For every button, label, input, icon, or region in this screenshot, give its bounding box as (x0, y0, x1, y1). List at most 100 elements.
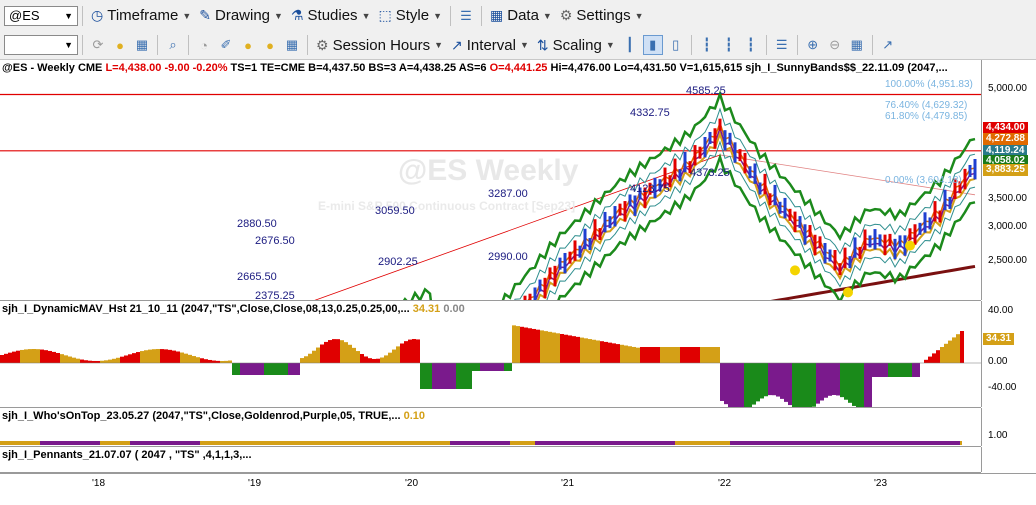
candle (833, 250, 837, 271)
swing-price-label: 4373.25 (690, 167, 730, 179)
bulb-icon[interactable]: ● (244, 37, 252, 53)
histogram-bar (168, 349, 172, 363)
symbol-info: @ES - Weekly CME (2, 62, 103, 74)
whos-on-top-axis[interactable]: 1.00 (981, 408, 1036, 446)
panels-icon[interactable]: ☰ (775, 37, 788, 52)
histogram-bar (940, 347, 944, 363)
data-button[interactable]: ▦ Data ▼ (486, 7, 556, 24)
swing-dot (843, 287, 853, 298)
histogram-bar (372, 358, 376, 363)
gauge-icon[interactable]: ◔ (200, 37, 208, 53)
panels-icon[interactable]: ☰ (460, 7, 472, 23)
mav-tick: 0.00 (988, 356, 1008, 367)
histogram-bar (688, 347, 692, 363)
candle (783, 197, 787, 219)
histogram-bar (400, 343, 404, 363)
chevron-down-icon: ▼ (64, 40, 73, 50)
mav-axis[interactable]: 40.00 34.31 0.00 -40.00 (981, 301, 1036, 407)
session-hours-button[interactable]: ⚙ Session Hours ▼ (312, 37, 447, 54)
style-button[interactable]: ⬚ Style ▼ (374, 7, 446, 24)
histogram-bar (660, 347, 664, 363)
histogram-bar (272, 363, 276, 375)
timeframe-button[interactable]: ◷ Timeframe ▼ (87, 7, 195, 24)
histogram-bar (908, 363, 912, 377)
watermark: @ES Weekly (398, 154, 579, 187)
lightbulb-icon[interactable]: ● (116, 37, 124, 53)
long-term-ma (770, 264, 976, 300)
histogram-bar (376, 358, 380, 363)
whos-on-top-pane[interactable]: sjh_I_Who'sOnTop_23.05.27 (2047,"TS",Clo… (0, 408, 981, 447)
candlestick-icon[interactable]: ▮ (642, 35, 663, 55)
candle (888, 233, 892, 246)
dynamic-mav-pane[interactable]: sjh_I_DynamicMAV_Hst 21_10_11 (2047,"TS"… (0, 301, 981, 408)
candle (963, 168, 967, 190)
pen-icon[interactable]: ✐ (220, 37, 232, 52)
zoom-in-icon[interactable]: ⊕ (807, 37, 819, 52)
swing-price-label: 4123.75 (630, 183, 670, 195)
histogram-bar (12, 351, 16, 363)
candle (603, 211, 607, 233)
swing-price-label: 2665.50 (237, 271, 277, 283)
price-axis[interactable]: 5,000.004,500.003,500.003,000.002,500.00… (981, 60, 1036, 300)
candle (563, 252, 567, 274)
histogram-bar (96, 360, 100, 363)
histogram-bar (948, 340, 952, 363)
pennants-pane[interactable]: sjh_I_Pennants_21.07.07 ( 2047 , "TS" ,4… (0, 447, 981, 473)
volume-alt-icon[interactable]: ┇ (724, 37, 733, 52)
histogram-bar (368, 358, 372, 363)
interval-button[interactable]: ↗ Interval ▼ (447, 37, 533, 54)
chevron-down-icon: ▼ (361, 10, 371, 21)
candle (613, 206, 617, 227)
histogram-bar (84, 360, 88, 363)
color-icon[interactable]: ● (266, 37, 274, 53)
histogram-bar (624, 345, 628, 363)
candle (948, 196, 952, 209)
histogram-bar (832, 363, 836, 396)
pennants-axis[interactable] (981, 447, 1036, 472)
scaling-button[interactable]: ⇅ Scaling ▼ (533, 37, 619, 54)
settings-button[interactable]: ⚙ Settings ▼ (556, 7, 648, 24)
drawing-object-selector[interactable]: ▼ (4, 35, 78, 55)
histogram-bar (208, 359, 212, 363)
histogram-bar (100, 360, 104, 363)
drawing-button[interactable]: ✎ Drawing ▼ (195, 7, 287, 24)
grid-icon[interactable]: ▦ (135, 37, 149, 52)
price-tick: 5,000.00 (988, 83, 1027, 94)
volume-bars-icon[interactable]: ┇ (746, 37, 755, 52)
data-window-icon[interactable]: ▦ (850, 37, 863, 52)
zoom-out-icon[interactable]: ⊖ (829, 37, 841, 52)
candle (533, 287, 537, 300)
candle (928, 217, 932, 230)
histogram-bar (108, 359, 112, 363)
histogram-bar (848, 363, 852, 403)
zoom-icon[interactable]: ⌕ (169, 37, 177, 52)
time-axis[interactable]: '18 '19 '20 '21 '22 '23 (0, 473, 1036, 505)
studies-button[interactable]: ⚗ Studies ▼ (287, 7, 375, 24)
candle (713, 128, 717, 149)
histogram-bar (520, 326, 524, 363)
histogram-bar (936, 350, 940, 363)
histogram-bar (236, 363, 240, 375)
histogram-bar (88, 360, 92, 363)
histogram-bar (268, 363, 272, 375)
symbol-selector[interactable]: @ES ▼ (4, 5, 78, 26)
last-price: L=4,438.00 (105, 62, 162, 74)
histogram-bar (788, 363, 792, 406)
bar-chart-icon[interactable]: ┃ (625, 37, 634, 52)
histogram-bar (452, 363, 456, 389)
histogram-bar (340, 340, 344, 363)
candle (703, 136, 707, 158)
histogram-bar (60, 354, 64, 363)
add-chart-icon[interactable]: ↗ (882, 37, 894, 52)
price-pane[interactable]: @ES Weekly E-mini S&P 500 Continuous Cont… (0, 60, 981, 301)
histogram-bar (412, 339, 416, 363)
volume-icon[interactable]: ┇ (702, 37, 711, 52)
candle (688, 161, 692, 174)
refresh-icon[interactable]: ⟳ (92, 37, 104, 52)
histogram-bar (540, 330, 544, 363)
grid-alt-icon[interactable]: ▦ (285, 37, 299, 52)
histogram-bar (548, 331, 552, 363)
hollow-candle-icon[interactable]: ▯ (672, 37, 680, 52)
candle (868, 235, 872, 248)
gold-ma (536, 130, 976, 300)
